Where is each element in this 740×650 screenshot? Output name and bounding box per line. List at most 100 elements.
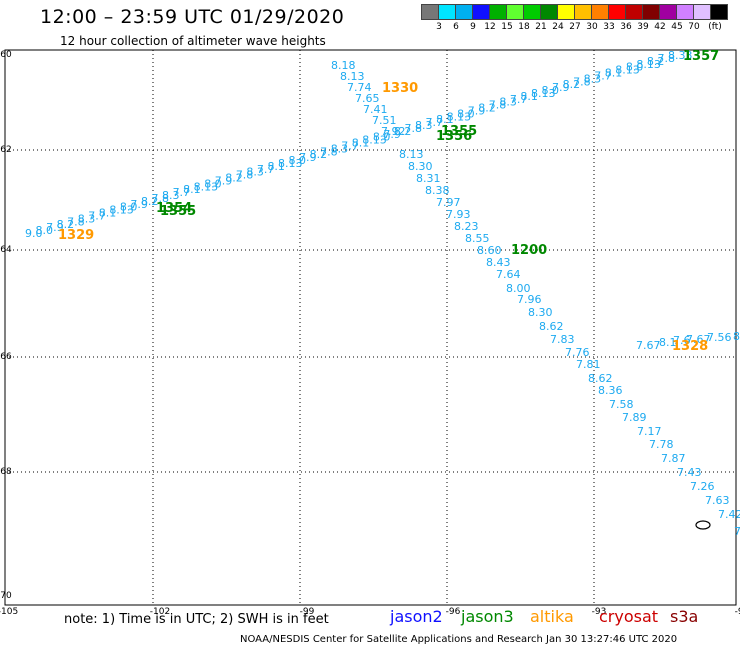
wave-height-value: 8.62 <box>539 320 564 333</box>
map-grid <box>5 50 736 605</box>
footer-note: note: 1) Time is in UTC; 2) SWH is in fe… <box>64 612 329 627</box>
wave-height-value: 7.56 <box>707 331 732 344</box>
wave-height-value: 7.26 <box>690 480 715 493</box>
legend-label: 45 <box>671 22 683 32</box>
longitude-label: -96 <box>446 607 461 617</box>
wave-height-value: 8.55 <box>465 232 490 245</box>
satellite-name: s3a <box>670 607 699 626</box>
wave-height-value: 8.2 <box>141 195 159 208</box>
wave-height-value: 7 <box>734 525 740 538</box>
wave-height-value: 8.0 <box>626 61 644 74</box>
latitude-label: -70 <box>0 591 12 601</box>
wave-height-value: 8.2 <box>478 102 496 115</box>
wave-height-value: 8.43 <box>486 256 511 269</box>
wave-height-value: 8.3 <box>584 72 602 85</box>
axis-labels: -60 -62 -64 -66 -68 -70 -105 -102 -99 -96 -93 -90 <box>0 50 740 617</box>
wave-height-value: 7.9 <box>468 104 486 117</box>
wave-height-value: 8.18 <box>331 59 356 72</box>
wave-height-value: 7.7 <box>88 209 106 222</box>
wave-height-value: 8.0 <box>120 201 138 214</box>
island-outline <box>695 520 711 530</box>
longitude-label: -90 <box>735 607 740 617</box>
wave-height-value: 7.81 <box>576 358 601 371</box>
latitude-label: -62 <box>0 145 12 155</box>
wave-height-value: 8.13 <box>194 180 219 193</box>
legend-label: 33 <box>603 22 615 32</box>
wave-height-value: 7.8 <box>573 75 591 88</box>
wave-height-value: 8.38 <box>425 184 450 197</box>
wave-height-value: 8 <box>733 330 740 343</box>
wave-height-value: 7.9 <box>130 198 148 211</box>
wave-height-value: 7.41 <box>363 103 388 116</box>
wave-height-value: 8.13 <box>531 87 556 100</box>
wave-height-value: 7.67 <box>636 339 661 352</box>
legend-labels: 3 6 9 12 15 18 21 24 27 30 33 36 39 42 45 70 (ft) <box>421 20 727 34</box>
wave-height-value: 7.8 <box>404 122 422 135</box>
wave-height-value: 8.1 <box>267 160 285 173</box>
wave-height-value: 8.2 <box>563 78 581 91</box>
wave-height-value: 7.8 <box>657 52 675 65</box>
wave-height-value: 7.58 <box>609 398 634 411</box>
wave-height-value: 7.83 <box>550 333 575 346</box>
wave-height-value: 8.2 <box>310 148 328 161</box>
wave-height-value: 7.43 <box>677 466 702 479</box>
wave-height-value: 7.8 <box>489 99 507 112</box>
wave-height-value: 8.13 <box>362 134 387 147</box>
wave-height-value: 8.1 <box>99 207 117 220</box>
satellite-name: cryosat <box>599 607 659 626</box>
wave-height-value: 7.93 <box>446 208 471 221</box>
legend-label: 15 <box>501 22 513 32</box>
legend-label: 27 <box>569 22 581 32</box>
latitude-label: -64 <box>0 245 12 255</box>
wave-height-value: 8.2 <box>225 172 243 185</box>
wave-height-value: 7.74 <box>347 81 372 94</box>
wave-height-value: 8.3 <box>246 166 264 179</box>
pass-time-label: 1354 <box>156 201 192 216</box>
wave-height-value: 7.7 <box>426 116 444 129</box>
longitude-label: -99 <box>300 607 315 617</box>
color-legend: 3 6 9 12 15 18 21 24 27 30 33 36 39 42 45 70 (ft) <box>421 4 728 34</box>
wave-height-value: 7.7 <box>594 69 612 82</box>
wave-height-value: 8.13 <box>636 58 661 71</box>
wave-height-value: 8.13 <box>615 64 640 77</box>
longitude-label: -93 <box>592 607 607 617</box>
wave-height-value: 8.1 <box>436 113 454 126</box>
wave-height-value: 8.30 <box>408 160 433 173</box>
legend-label: 12 <box>484 22 496 32</box>
latitude-label: -66 <box>0 352 12 362</box>
wave-height-value: 8.1 <box>183 183 201 196</box>
wave-height-value: 7.87 <box>661 452 686 465</box>
wave-height-value: 7.51 <box>372 114 397 127</box>
longitude-label: -102 <box>150 607 170 617</box>
wave-height-value: 8.0 <box>542 84 560 97</box>
wave-height-value: 7.9 <box>215 174 233 187</box>
wave-height-value: 8.13 <box>340 70 365 83</box>
wave-height-value: 7.9 <box>383 128 401 141</box>
footer-credit: NOAA/NESDIS Center for Satellite Applica… <box>240 634 678 645</box>
wave-height-value: 8.2 <box>647 55 665 68</box>
wave-height-value: 7.97 <box>436 196 461 209</box>
wave-height-value: 7.7 <box>257 163 275 176</box>
pass-time-label: 1200 <box>511 243 547 258</box>
wave-height-value: 8.0 <box>36 224 54 237</box>
latitude-label: -68 <box>0 467 12 477</box>
wave-height-value: 8.3 <box>499 96 516 109</box>
wave-height-values: 8.188.137.747.657.417.517.928.138.308.31… <box>25 49 740 538</box>
wave-height-value: 7.92 <box>381 125 406 138</box>
wave-height-value: 7.96 <box>517 293 542 306</box>
wave-height-value: 8.62 <box>588 372 613 385</box>
legend-swatch <box>710 4 728 20</box>
wave-height-value: 7.8 <box>320 145 338 158</box>
wave-height-value: 7.65 <box>355 92 380 105</box>
wave-height-value: 9.0 <box>25 227 43 240</box>
wave-height-value: 8.23 <box>454 220 479 233</box>
pass-time-label: 1357 <box>683 49 719 64</box>
wave-height-value: 8.0 <box>457 107 475 120</box>
wave-height-value: 7.8 <box>67 215 85 228</box>
wave-height-value: 7.89 <box>622 411 647 424</box>
satellite-name: altika <box>530 607 574 626</box>
wave-height-value: 8.1 <box>605 67 623 80</box>
legend-label: 9 <box>470 22 476 32</box>
legend-label: 3 <box>436 22 442 32</box>
